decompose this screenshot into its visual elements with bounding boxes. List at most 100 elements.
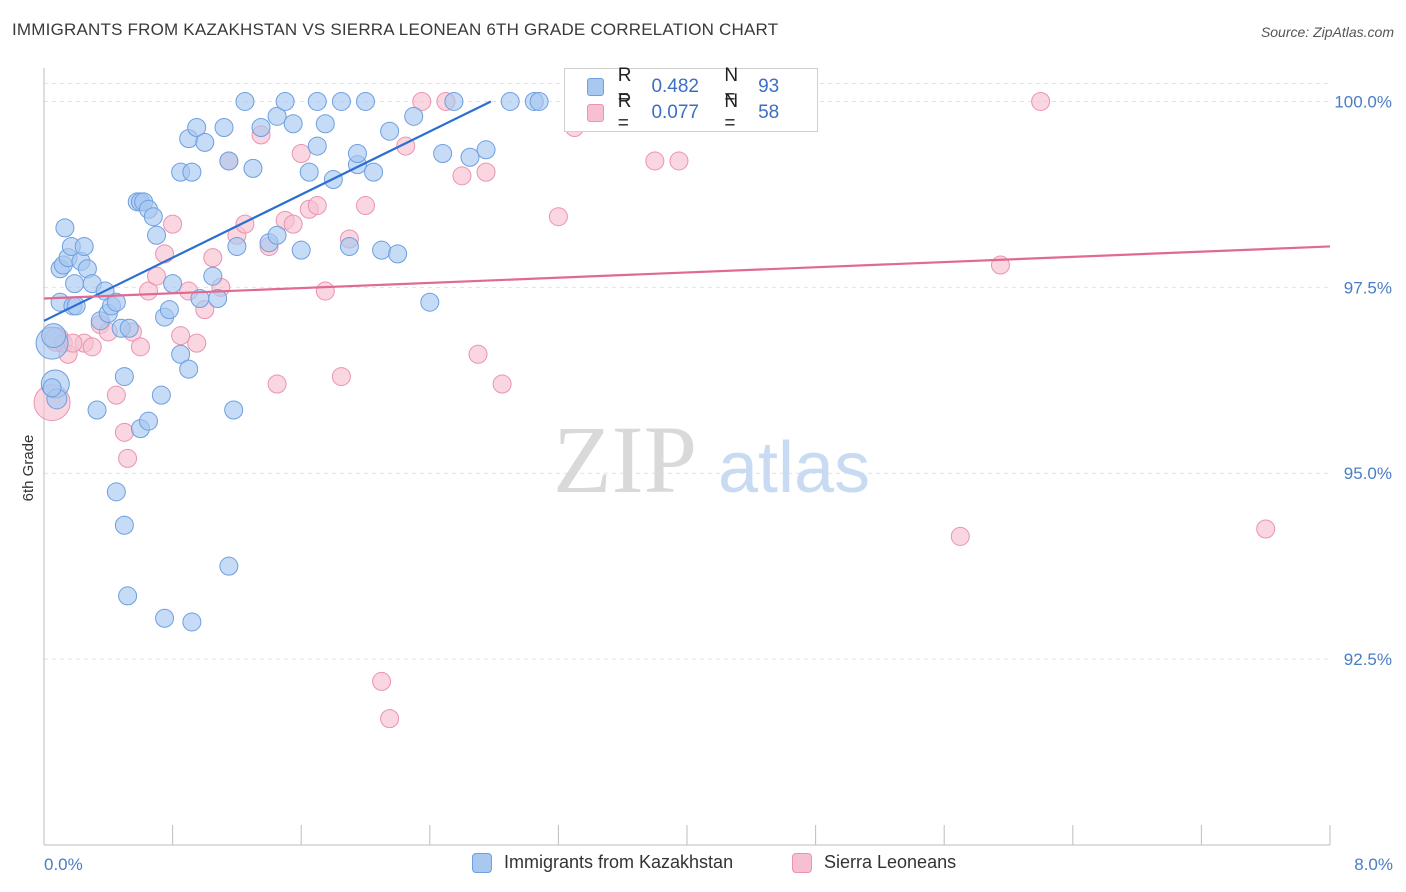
kazakhstan-point — [114, 367, 134, 387]
chart-title: IMMIGRANTS FROM KAZAKHSTAN VS SIERRA LEO… — [12, 20, 779, 39]
sierra-leonean-point — [138, 281, 158, 301]
legend-item-kazakhstan[interactable]: Immigrants from Kazakhstan — [472, 852, 733, 873]
sierra-leonean-point — [291, 144, 311, 164]
sierra-leonean-point — [114, 422, 134, 442]
sierra-leonean-point — [412, 91, 432, 111]
legend-swatch-blue — [472, 852, 492, 873]
sierra-leonean-point — [548, 207, 568, 227]
kazakhstan-point — [138, 411, 158, 431]
sierra-leonean-point — [331, 367, 351, 387]
kazakhstan-point — [267, 106, 287, 126]
kazakhstan-point — [372, 240, 392, 260]
kazakhstan-point — [291, 240, 311, 260]
kazakhstan-point — [315, 114, 335, 134]
sierra-leonean-point — [106, 385, 126, 405]
kazakhstan-point — [299, 162, 319, 182]
legend-swatch-pink — [792, 852, 812, 873]
kazakhstan-point — [283, 114, 303, 134]
kazakhstan-point — [224, 400, 244, 420]
kazakhstan-point — [307, 91, 327, 111]
sierra-leonean-point — [171, 326, 191, 346]
legend-row-kazakhstan: R = 0.482 N = 93 — [587, 65, 817, 108]
kazakhstan-point — [380, 121, 400, 141]
kazakhstan-point — [347, 144, 367, 164]
legend-n-value-sierra-leoneans: 58 — [758, 102, 780, 123]
kazakhstan-point — [476, 140, 496, 160]
kazakhstan-point — [119, 318, 139, 338]
legend-n-label: N = — [724, 91, 739, 134]
kazakhstan-point — [203, 266, 223, 286]
sierra-leonean-point — [163, 214, 183, 234]
sierra-leonean-point — [468, 344, 488, 364]
kazakhstan-point — [251, 117, 271, 137]
kazakhstan-point — [143, 207, 163, 227]
kazakhstan-point — [41, 323, 67, 349]
series-kazakhstan-points — [35, 91, 593, 632]
kazakhstan-point — [331, 91, 351, 111]
watermark-zip: ZIP — [553, 406, 697, 513]
x-tick-label: 8.0% — [1354, 855, 1393, 874]
sierra-leonean-point — [203, 248, 223, 268]
kazakhstan-point — [500, 91, 520, 111]
legend-r-label: R = — [617, 91, 632, 134]
kazakhstan-point — [356, 91, 375, 111]
kazakhstan-point — [114, 515, 134, 535]
kazakhstan-point — [65, 274, 85, 294]
legend-label-kazakhstan: Immigrants from Kazakhstan — [504, 852, 734, 872]
trend-line-kazakhstan — [43, 100, 492, 322]
sierra-leonean-point — [82, 337, 102, 357]
kazakhstan-point — [182, 612, 202, 632]
sierra-leonean-point — [1031, 91, 1051, 111]
x-tick-label: 0.0% — [44, 855, 83, 874]
sierra-leonean-point — [147, 266, 167, 286]
kazakhstan-point — [106, 482, 126, 502]
legend-label-sierra-leoneans: Sierra Leoneans — [824, 852, 957, 872]
kazakhstan-point — [42, 378, 62, 398]
kazakhstan-point — [227, 236, 247, 256]
kazakhstan-point — [151, 385, 171, 405]
y-tick-label: 95.0% — [1344, 464, 1392, 483]
series-legend: Immigrants from Kazakhstan Sierra Leonea… — [0, 852, 1406, 878]
trend-line-sierra-leoneans — [43, 245, 1331, 300]
stats-legend: R = 0.482 N = 93 R = 0.077 N = 58 — [564, 65, 818, 134]
trend-lines — [43, 100, 1331, 322]
tick-labels: 92.5% 95.0% 97.5% 100.0% 0.0% 8.0% — [44, 92, 1393, 874]
kazakhstan-point — [106, 292, 126, 312]
kazakhstan-point — [420, 292, 440, 312]
kazakhstan-point — [182, 162, 202, 182]
sierra-leonean-point — [356, 196, 375, 216]
kazakhstan-point — [219, 151, 239, 171]
source-label: Source: ZipAtlas.com — [1260, 24, 1394, 40]
sierra-leonean-point — [452, 166, 472, 186]
kazakhstan-point — [118, 586, 138, 606]
legend-n-label: N = — [724, 65, 739, 108]
sierra-leonean-point — [950, 526, 970, 546]
legend-r-value-kazakhstan: 0.482 — [651, 76, 699, 97]
kazakhstan-point — [307, 136, 327, 156]
sierra-leonean-point — [155, 244, 175, 264]
kazakhstan-point — [74, 236, 94, 256]
legend-r-value-sierra-leoneans: 0.077 — [651, 102, 699, 123]
kazakhstan-point — [147, 225, 167, 245]
sierra-leonean-point — [476, 162, 496, 182]
y-tick-label: 97.5% — [1344, 278, 1392, 297]
kazakhstan-point — [267, 225, 287, 245]
sierra-leonean-point — [645, 151, 665, 171]
sierra-leonean-point — [372, 671, 392, 691]
kazakhstan-point — [187, 117, 207, 137]
kazakhstan-point — [364, 162, 384, 182]
y-tick-label: 100.0% — [1334, 92, 1392, 111]
kazakhstan-point — [208, 288, 228, 308]
sierra-leonean-point — [267, 374, 287, 394]
legend-swatch-blue — [587, 78, 604, 96]
kazakhstan-point — [235, 91, 255, 111]
kazakhstan-point — [171, 344, 191, 364]
watermark-atlas: atlas — [718, 428, 870, 508]
kazakhstan-point — [243, 158, 263, 178]
legend-item-sierra-leoneans[interactable]: Sierra Leoneans — [792, 852, 956, 873]
sierra-leonean-point — [315, 281, 335, 301]
y-axis-label: 6th Grade — [20, 435, 37, 502]
kazakhstan-point — [433, 144, 453, 164]
kazakhstan-point — [460, 147, 480, 167]
